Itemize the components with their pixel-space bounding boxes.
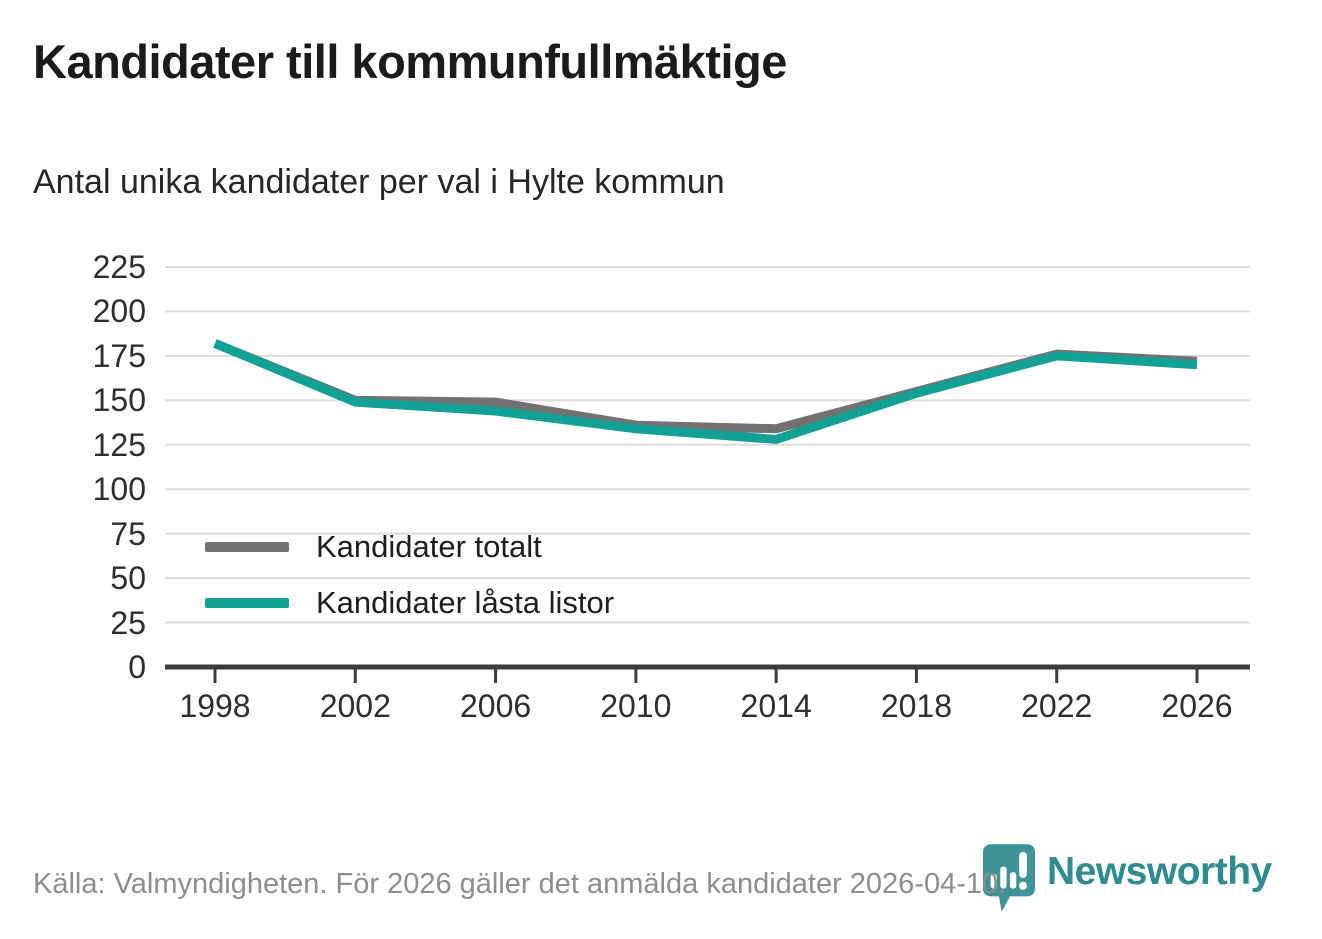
chart-subtitle: Antal unika kandidater per val i Hylte k…: [33, 163, 725, 201]
y-tick-label: 100: [92, 471, 146, 508]
y-tick-label: 25: [110, 604, 146, 641]
y-tick-label: 50: [110, 560, 146, 597]
x-tick-label: 2026: [1161, 688, 1233, 724]
y-tick-label: 175: [92, 337, 146, 374]
source-note: Källa: Valmyndigheten. För 2026 gäller d…: [33, 868, 1007, 900]
newsworthy-pin-icon: [982, 844, 1036, 912]
legend-item: Kandidater totalt: [205, 529, 542, 565]
legend-swatch: [205, 598, 289, 608]
x-tick-label: 2014: [740, 688, 812, 724]
brand-name: Newsworthy: [1047, 850, 1272, 893]
x-tick-label: 2006: [459, 688, 532, 724]
x-tick-label: 2018: [880, 688, 953, 724]
y-tick-label: 150: [92, 382, 146, 419]
x-tick-label: 2002: [319, 688, 391, 724]
chart-title: Kandidater till kommunfullmäktige: [33, 35, 787, 88]
x-tick-label: 2022: [1021, 688, 1093, 724]
legend-label: Kandidater totalt: [316, 529, 542, 564]
legend-item: Kandidater låsta listor: [205, 585, 614, 621]
series-line-locked: [213, 339, 1198, 444]
legend-swatch: [205, 542, 289, 552]
y-tick-label: 125: [92, 426, 146, 463]
y-tick-label: 200: [92, 293, 146, 330]
y-tick-label: 225: [92, 249, 146, 285]
x-tick-label: 1998: [179, 688, 251, 724]
x-tick-label: 2010: [600, 688, 672, 724]
legend-label: Kandidater låsta listor: [316, 585, 615, 620]
series-line-total: [213, 339, 1198, 434]
brand-logo: Newsworthy: [981, 842, 1272, 916]
y-tick-label: 75: [110, 515, 146, 552]
y-tick-label: 0: [128, 649, 146, 685]
